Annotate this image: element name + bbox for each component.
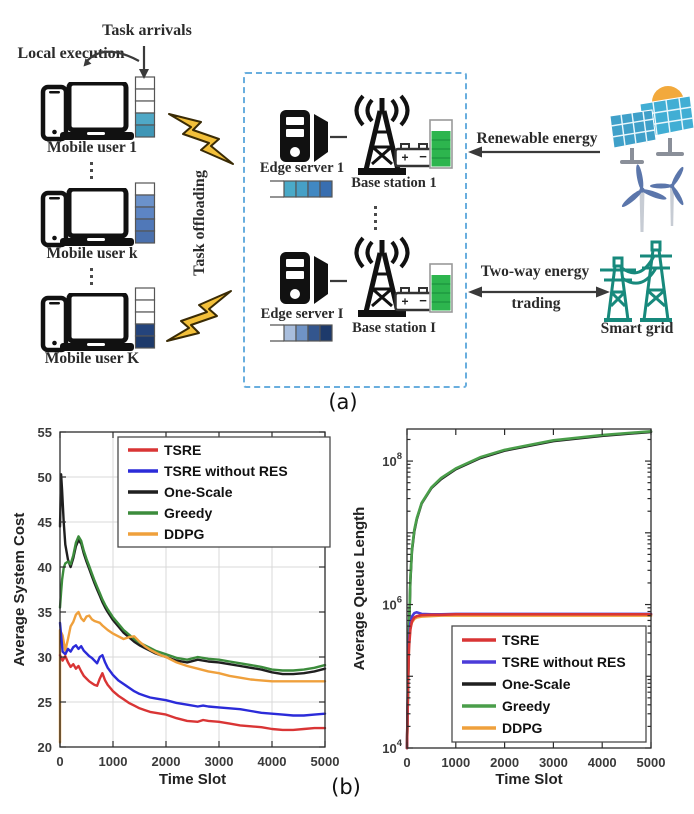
energy-storage-bar <box>429 263 453 313</box>
server-queue <box>270 180 333 198</box>
x-tick-label: 3000 <box>539 755 568 770</box>
smart-grid-icon <box>600 240 672 322</box>
x-tick-label: 4000 <box>588 755 617 770</box>
series-TSRE <box>405 613 653 750</box>
y-tick-label: 108 <box>382 451 402 469</box>
series-DDPG <box>58 610 327 744</box>
mobile-user-label: Mobile user K <box>44 350 140 367</box>
task-queue <box>134 287 156 349</box>
x-tick-label: 5000 <box>637 755 666 770</box>
x-tick-label: 3000 <box>205 754 234 769</box>
queue-length-plot: 0 1000 2000 3000 4000 5000 104 106 108 Time Slot A… <box>351 428 666 788</box>
two-way-energy-label-line2: trading <box>511 295 561 312</box>
y-tick-label: 55 <box>38 425 52 440</box>
lightning-bolt-icon <box>166 290 232 342</box>
series-Greedy <box>58 535 327 672</box>
x-tick-label: 0 <box>403 755 410 770</box>
panel-a-caption: (a) <box>328 390 358 414</box>
battery-icon: + − <box>394 287 434 312</box>
y-tick-label: 45 <box>38 515 52 530</box>
x-tick-label: 5000 <box>311 754 340 769</box>
x-tick-label: 0 <box>56 754 63 769</box>
legend-label: Greedy <box>164 505 212 521</box>
edge-server-icon <box>280 110 328 162</box>
base-station-icon <box>354 94 410 175</box>
edge-cloud-box <box>243 72 467 388</box>
local-execution-arrow <box>85 50 140 63</box>
legend-label: TSRE without RES <box>164 463 288 479</box>
mobile-user-label: Mobile user 1 <box>46 139 138 156</box>
task-queue <box>134 182 156 244</box>
series-TSRE <box>58 653 327 732</box>
battery-icon: + − <box>394 143 434 168</box>
mobile-device-icon <box>40 82 134 142</box>
local-execution-label: Local execution <box>17 45 125 62</box>
edge-server-label: Edge server 1 <box>259 160 345 176</box>
renewable-energy-label: Renewable energy <box>476 130 598 147</box>
lightning-bolt-icon <box>168 113 234 165</box>
ellipsis-dots <box>374 206 377 230</box>
series-TSRE-without-RES <box>58 621 327 717</box>
y-tick-label: 20 <box>38 740 52 755</box>
legend-label: TSRE <box>164 442 201 458</box>
legend-label: One-Scale <box>164 484 233 500</box>
x-tick-label: 4000 <box>258 754 287 769</box>
two-way-energy-label-line1: Two-way energy <box>480 263 590 280</box>
svg-text:−: − <box>419 293 427 308</box>
mobile-device-icon <box>40 188 134 248</box>
legend-label: DDPG <box>502 720 543 736</box>
mobile-device-icon <box>40 293 134 353</box>
legend-label: One-Scale <box>502 676 571 692</box>
ellipsis-dots <box>90 268 93 288</box>
y-tick-label: 25 <box>38 695 52 710</box>
y-tick-label: 106 <box>382 595 402 613</box>
task-queue <box>134 76 156 138</box>
svg-text:+: + <box>401 295 408 309</box>
y-tick-label: 50 <box>38 470 52 485</box>
svg-text:+: + <box>401 151 408 165</box>
legend-label: DDPG <box>164 526 205 542</box>
y-tick-label: 40 <box>38 560 52 575</box>
legend-label: Greedy <box>502 698 550 714</box>
smart-grid-label: Smart grid <box>600 320 674 337</box>
x-tick-label: 2000 <box>152 754 181 769</box>
edge-server-label: Edge server I <box>260 306 344 322</box>
task-arrivals-label: Task arrivals <box>102 22 192 39</box>
queue-length-chart: 0 1000 2000 3000 4000 5000 104 106 108 Time Slot A… <box>350 420 692 795</box>
diagram-arrows <box>83 46 610 298</box>
edge-server-icon <box>280 252 328 304</box>
base-station-label: Base station I <box>352 320 436 336</box>
y-tick-label: 30 <box>38 650 52 665</box>
y-axis-label: Average Queue Length <box>351 507 368 671</box>
ellipsis-dots <box>90 162 93 182</box>
x-tick-label: 2000 <box>490 755 519 770</box>
y-axis-label: Average System Cost <box>11 513 28 667</box>
system-cost-chart: 0 1000 2000 3000 4000 5000 20 25 30 35 40 45 50 55 Tim… <box>10 420 345 795</box>
legend-label: TSRE without RES <box>502 654 626 670</box>
panel-b-caption: (b) <box>331 775 361 799</box>
y-tick-label: 104 <box>382 738 402 756</box>
x-axis-label: Time Slot <box>495 771 562 788</box>
energy-storage-bar <box>429 119 453 169</box>
wind-turbine-icon <box>621 164 684 232</box>
system-cost-plot: 0 1000 2000 3000 4000 5000 20 25 30 35 40 45 50 55 Tim… <box>11 425 340 788</box>
x-tick-label: 1000 <box>99 754 128 769</box>
server-queue <box>270 324 333 342</box>
x-axis-label: Time Slot <box>159 771 226 788</box>
renewable-energy-icon <box>609 86 694 232</box>
svg-text:−: − <box>419 149 427 164</box>
legend-label: TSRE <box>502 632 539 648</box>
base-station-label: Base station 1 <box>351 175 437 191</box>
x-tick-label: 1000 <box>441 755 470 770</box>
solar-panel-icon <box>609 95 694 164</box>
y-tick-label: 35 <box>38 605 52 620</box>
mobile-user-label: Mobile user k <box>46 245 138 262</box>
